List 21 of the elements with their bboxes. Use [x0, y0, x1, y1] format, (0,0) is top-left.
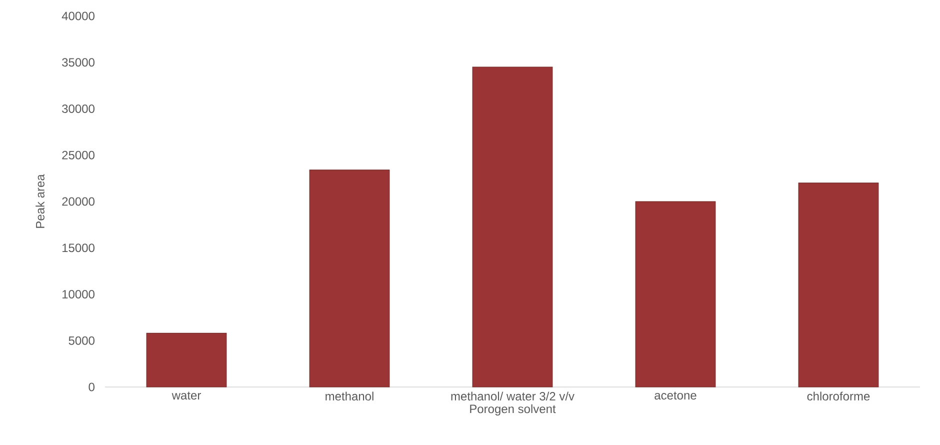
- y-axis-title: Peak area: [36, 174, 44, 228]
- y-tick-label: 0: [88, 382, 94, 392]
- y-tick-label: 20000: [62, 197, 94, 206]
- y-tick-label: 30000: [62, 104, 94, 113]
- bar: [146, 332, 227, 388]
- x-tick-label: water: [172, 392, 201, 400]
- bar: [798, 182, 879, 388]
- x-tick-label: methanol: [326, 392, 374, 401]
- y-tick-label: 40000: [62, 12, 94, 20]
- y-tick-label: 5000: [68, 336, 94, 345]
- y-tick-label: 25000: [62, 150, 94, 160]
- bar: [635, 201, 716, 388]
- x-tick-label: chloroforme: [807, 392, 870, 401]
- bar: [309, 170, 390, 388]
- x-axis-title: Porogen solvent: [470, 404, 556, 416]
- x-tick-label: acetone: [654, 392, 696, 400]
- bar: [472, 66, 553, 388]
- x-tick-label: methanol/ water 3/2 v/v: [451, 392, 574, 401]
- y-tick-label: 15000: [62, 244, 94, 252]
- y-tick-label: 35000: [62, 58, 94, 67]
- y-tick-label: 10000: [62, 290, 94, 298]
